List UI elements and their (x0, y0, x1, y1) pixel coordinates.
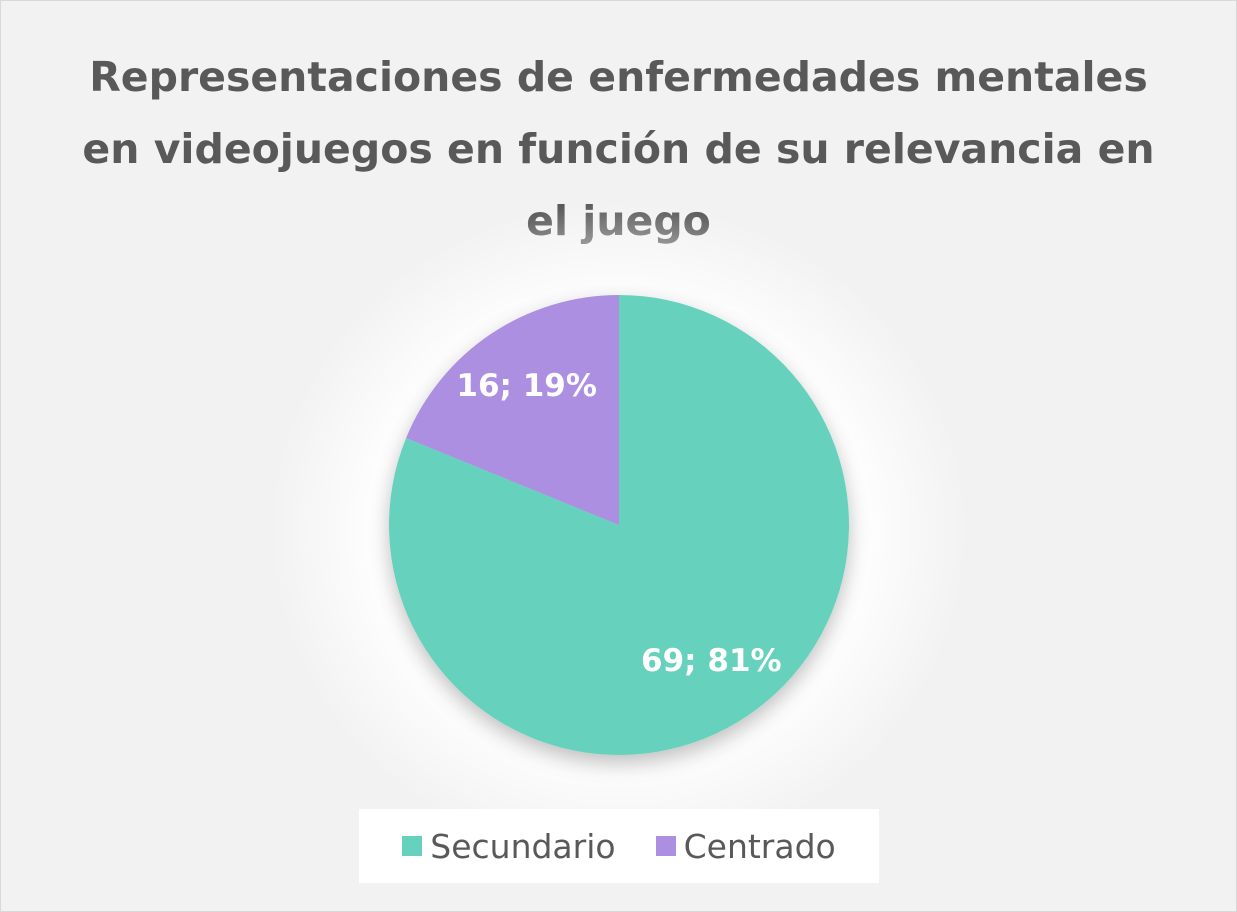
legend: Secundario Centrado (359, 809, 879, 883)
data-label-secundario: 69; 81% (641, 643, 782, 679)
pie-slice-centrado (406, 295, 619, 525)
legend-swatch-centrado (655, 836, 676, 856)
legend-item-centrado: Centrado (655, 826, 836, 866)
data-label-centrado: 16; 19% (456, 368, 597, 404)
legend-label-centrado: Centrado (683, 826, 836, 866)
legend-swatch-secundario (402, 836, 423, 856)
legend-label-secundario: Secundario (430, 826, 616, 866)
chart-title: Representaciones de enfermedades mentale… (82, 53, 1155, 245)
legend-item-secundario: Secundario (402, 826, 616, 866)
